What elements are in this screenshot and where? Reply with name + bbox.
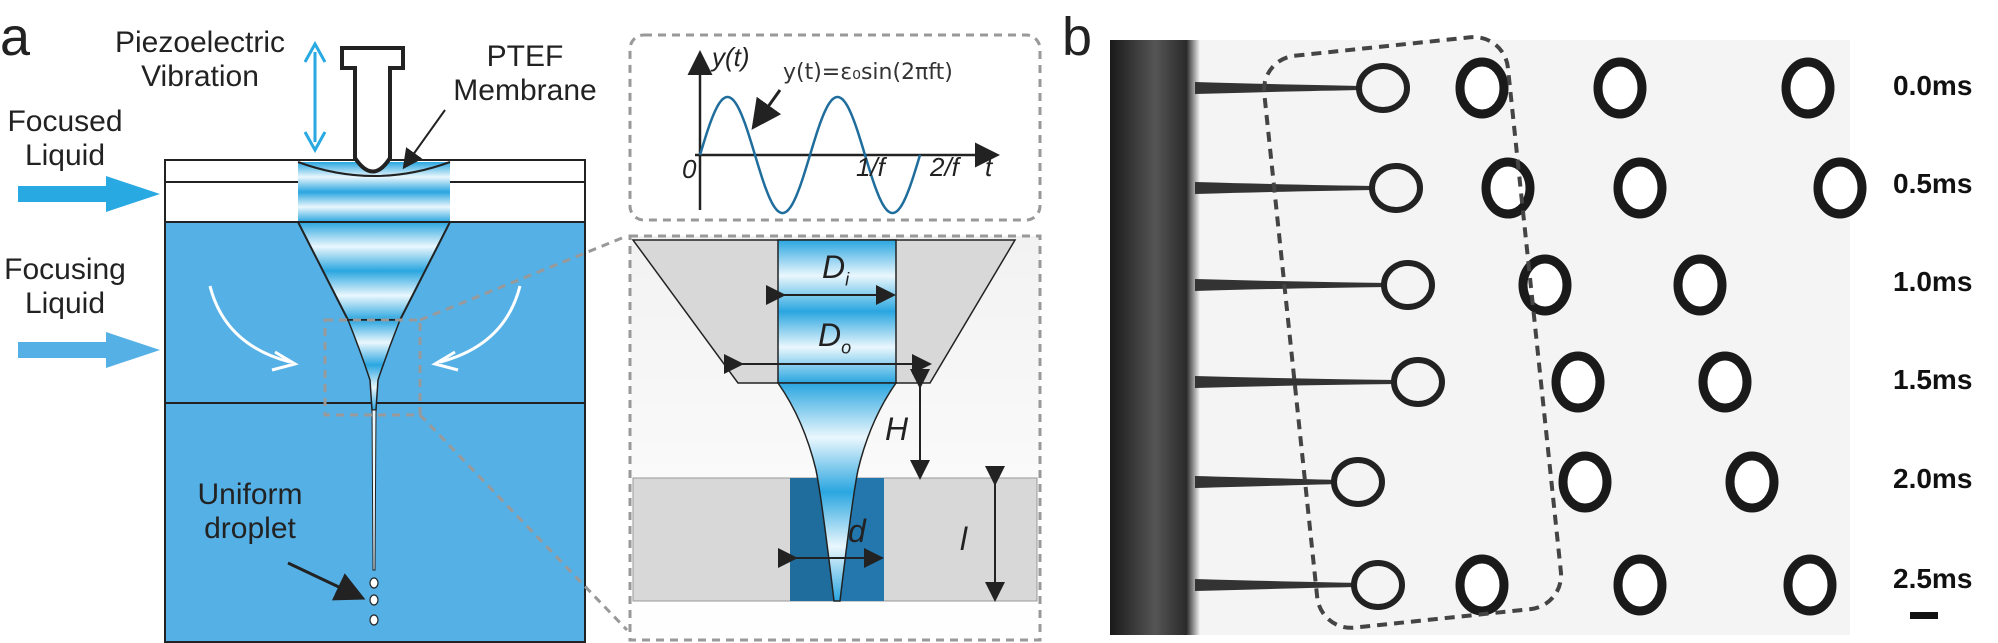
bulb [1369, 163, 1423, 213]
Di-label: Di [822, 250, 849, 296]
inset-origin: 0 [682, 154, 697, 184]
uniform-label-line1: Uniform [197, 478, 303, 511]
droplet-image [1551, 351, 1605, 413]
focused-inlet-arrow [18, 186, 108, 202]
bulb [1356, 63, 1410, 113]
time-label: 2.5ms [1893, 563, 1973, 594]
droplet-image [1781, 57, 1835, 119]
focusing-label-line1: Focusing [4, 253, 126, 286]
inset-plot [628, 33, 1042, 222]
sine-wave [698, 95, 922, 215]
uniform-label-line2: droplet [204, 512, 296, 545]
l-label: l [960, 521, 968, 557]
piezo-actuator [340, 46, 405, 174]
ptef-label-line2: Membrane [453, 74, 597, 107]
droplet-image [1725, 451, 1779, 513]
H-label: H [885, 411, 909, 447]
bulb [1331, 457, 1385, 507]
inset-ylabel: y(t) [712, 42, 750, 72]
liquid-thread [1195, 376, 1400, 388]
bulb [1391, 357, 1445, 407]
zoom-box [323, 318, 422, 417]
liquid-thread [1195, 476, 1340, 488]
panel-b-image [1110, 35, 1938, 635]
inset-tick-2f: 2/f [930, 152, 959, 182]
focusing-label-line2: Liquid [24, 287, 106, 320]
liquid-thread [1195, 82, 1365, 94]
droplet-image [1698, 351, 1752, 413]
droplet-image [1455, 57, 1509, 119]
droplet-image [1593, 57, 1647, 119]
droplet-image [1813, 157, 1867, 219]
droplet-image [1481, 157, 1535, 219]
time-label: 1.0ms [1893, 266, 1973, 297]
ptef-label: PTEF Membrane [425, 40, 625, 108]
droplet-rows [1195, 57, 1867, 616]
droplet [369, 614, 379, 626]
uniform-droplet-label: Uniform droplet [175, 478, 325, 546]
nozzle-edge [1110, 40, 1200, 635]
time-label: 0.5ms [1893, 168, 1973, 199]
flow-arrow-left [208, 285, 291, 364]
droplet-image [1673, 254, 1727, 316]
scale-bar [1910, 612, 1938, 619]
droplet [369, 594, 379, 606]
liquid-thread [1195, 579, 1360, 591]
droplet-image [1613, 157, 1667, 219]
Di-symbol: D [822, 249, 846, 285]
panel-letter-a: a [0, 7, 31, 67]
time-label: 2.0ms [1893, 463, 1973, 494]
bulb [1381, 260, 1435, 310]
piezo-label: Piezoelectric Vibration [90, 26, 310, 94]
focusing-liquid-label: Focusing Liquid [0, 253, 130, 321]
highlight-box [1262, 35, 1564, 630]
piezo-label-line2: Vibration [141, 60, 259, 93]
bulb [1351, 560, 1405, 610]
Do-symbol: D [818, 317, 842, 353]
Di-subscript: i [845, 269, 850, 290]
droplet-image [1558, 451, 1612, 513]
focused-label-line2: Liquid [24, 139, 106, 172]
panel-letter-b: b [1062, 7, 1093, 67]
time-label: 0.0ms [1893, 70, 1973, 101]
ptef-label-line1: PTEF [486, 40, 564, 73]
inset-equation: y(t)=ε₀sin(2πft) [783, 60, 953, 85]
micrograph-background [1110, 40, 1850, 635]
time-label: 1.5ms [1893, 364, 1973, 395]
inset-tick-1f: 1/f [856, 152, 885, 182]
focusing-inlet-arrow [18, 342, 108, 358]
piezo-label-line1: Piezoelectric [114, 26, 286, 59]
jet-detail [776, 382, 898, 602]
inset-xlabel: t [985, 152, 993, 182]
liquid-thread [1195, 182, 1378, 194]
zoom-detail [628, 234, 1042, 642]
focused-label-line1: Focused [7, 105, 123, 138]
Do-label: Do [818, 318, 851, 364]
panel-a-device [18, 40, 629, 643]
flow-arrow-right [439, 285, 522, 364]
droplet-image [1613, 554, 1667, 616]
liquid-thread [1195, 279, 1390, 291]
focused-liquid-label: Focused Liquid [0, 105, 130, 173]
Do-subscript: o [841, 337, 852, 358]
droplet-image [1455, 554, 1509, 616]
d-label: d [848, 513, 866, 549]
droplet [369, 577, 379, 589]
droplet-image [1783, 554, 1837, 616]
